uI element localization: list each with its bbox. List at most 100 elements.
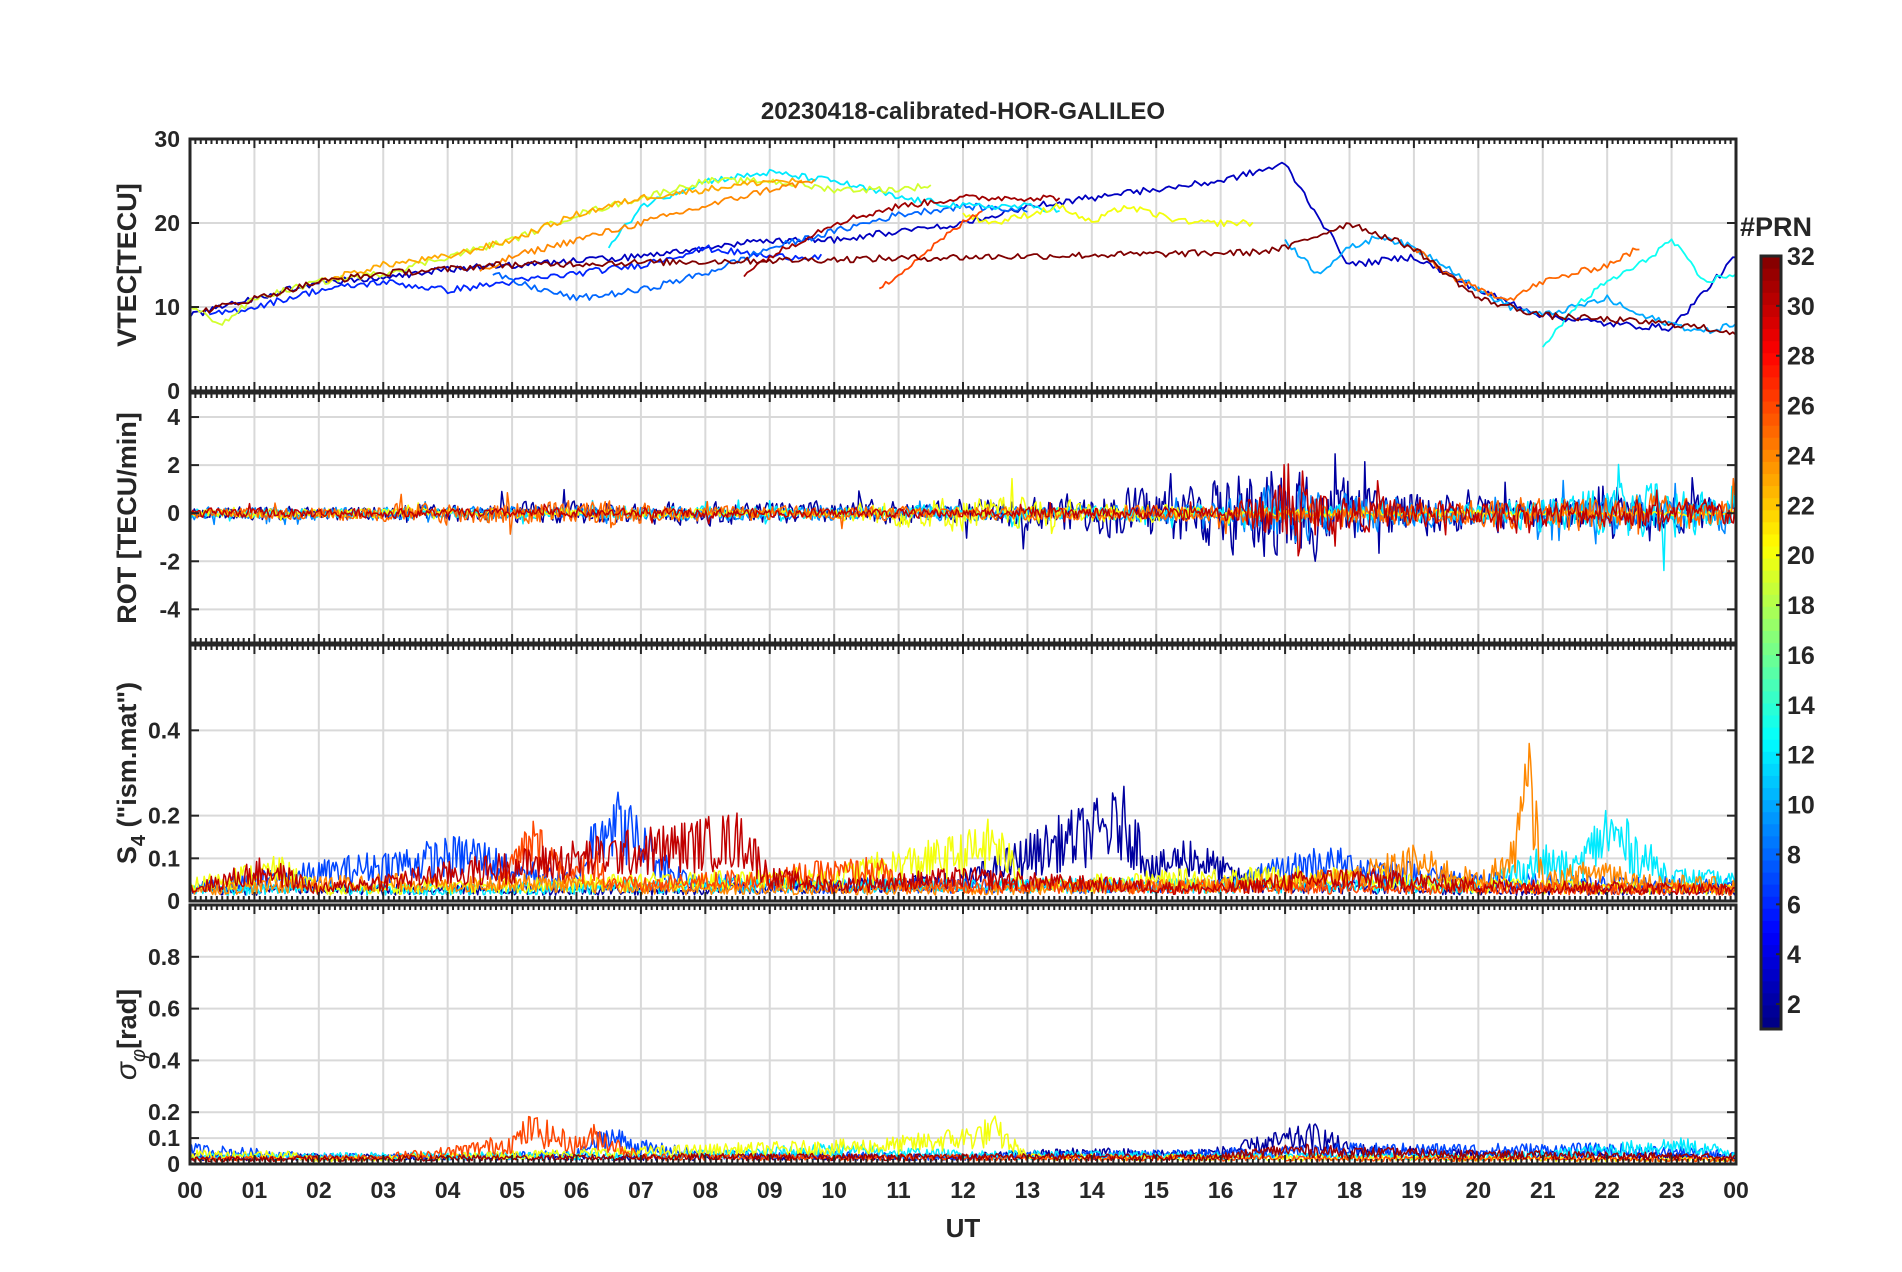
colorbar-segment (1761, 678, 1781, 692)
colorbar-segment (1761, 485, 1781, 499)
colorbar-segment (1761, 714, 1781, 728)
x-tick-label: 17 (1272, 1177, 1298, 1203)
series-prn-23 (318, 177, 803, 284)
colorbar-segment (1761, 1016, 1781, 1030)
colorbar-segment (1761, 739, 1781, 752)
colorbar-segment (1761, 871, 1781, 885)
colorbar-segment (1761, 316, 1781, 330)
x-tick-label: 12 (950, 1177, 976, 1203)
x-tick-label: 05 (499, 1177, 525, 1203)
colorbar-tick-label: 18 (1787, 592, 1815, 620)
colorbar-segment (1761, 920, 1781, 933)
colorbar-segment (1761, 702, 1781, 716)
series-group (190, 161, 1736, 348)
colorbar-segment (1761, 521, 1781, 535)
colorbar-segment (1761, 642, 1781, 656)
colorbar-segment (1761, 437, 1781, 450)
colorbar-segment (1761, 594, 1781, 607)
colorbar-segment (1761, 340, 1781, 354)
colorbar-tick-label: 20 (1787, 542, 1815, 570)
colorbar-segment (1761, 932, 1781, 946)
colorbar-tick-label: 32 (1787, 243, 1815, 271)
colorbar-segment (1761, 497, 1781, 511)
colorbar-segment (1761, 582, 1781, 595)
series-prn-6 (209, 244, 823, 316)
x-tick-label: 20 (1466, 1177, 1492, 1203)
x-tick-label: 15 (1143, 1177, 1169, 1203)
x-tick-label: 14 (1079, 1177, 1105, 1203)
colorbar-segment (1761, 630, 1781, 644)
colorbar-tick-label: 2 (1787, 991, 1801, 1019)
series-prn-31 (743, 193, 1061, 278)
y-tick-label: 30 (154, 126, 180, 152)
colorbar-tick-label: 14 (1787, 692, 1815, 720)
colorbar-segment (1761, 606, 1781, 619)
colorbar-tick-label: 4 (1787, 941, 1801, 969)
colorbar-segment (1761, 835, 1781, 849)
y-tick-label: -4 (160, 596, 181, 622)
y-tick-label: 0.1 (148, 845, 180, 871)
x-tick-label: 21 (1530, 1177, 1556, 1203)
colorbar-segment (1761, 763, 1781, 776)
series-prn-32 (202, 222, 1736, 336)
series-prn-20 (962, 203, 1254, 228)
colorbar-segment (1761, 980, 1781, 994)
chart-title: 20230418-calibrated-HOR-GALILEO (761, 98, 1165, 125)
colorbar-segment (1761, 618, 1781, 632)
series-prn-26 (878, 210, 983, 290)
colorbar-segment (1761, 400, 1781, 414)
y-tick-label: 0.6 (148, 996, 180, 1022)
colorbar-tick-label: 8 (1787, 841, 1801, 869)
y-tick-label: -2 (160, 548, 180, 574)
x-tick-label: 13 (1015, 1177, 1041, 1203)
colorbar-tick-label: 30 (1787, 293, 1815, 321)
colorbar-segment (1761, 944, 1781, 958)
x-tick-label: 00 (1723, 1177, 1749, 1203)
x-tick-label: 04 (435, 1177, 461, 1203)
colorbar-segment (1761, 376, 1781, 390)
y-tick-label: 0.1 (148, 1125, 180, 1151)
colorbar-segment (1761, 256, 1781, 269)
colorbar-label: #PRN (1740, 212, 1812, 242)
colorbar-segment (1761, 956, 1781, 970)
colorbar-tick-label: 6 (1787, 891, 1801, 919)
y-tick-label: 0.4 (148, 717, 180, 743)
colorbar-segment (1761, 473, 1781, 487)
panel-s4: 0 0.1 0.2 0.4S4 ("ism.mat") (112, 643, 1738, 914)
colorbar-tick-label: 26 (1787, 393, 1815, 421)
colorbar-segment (1761, 908, 1781, 921)
colorbar-segment (1761, 884, 1781, 897)
colorbar-segment (1761, 775, 1781, 789)
colorbar-segment (1761, 811, 1781, 825)
series-prn-25 (1413, 247, 1640, 301)
colorbar-segment (1761, 787, 1781, 801)
colorbar-segment (1761, 847, 1781, 861)
colorbar-segment (1761, 666, 1781, 680)
series-prn-26 (498, 820, 1736, 896)
colorbar-segment (1761, 364, 1781, 378)
y-tick-label: 20 (154, 210, 180, 236)
series-group (190, 453, 1736, 572)
y-tick-label: 10 (154, 294, 180, 320)
colorbar-segment (1761, 352, 1781, 366)
colorbar-segment (1761, 992, 1781, 1006)
y-axis-label: S4 ("ism.mat") (112, 682, 150, 864)
colorbar-segment (1761, 328, 1781, 342)
y-tick-label: 0 (167, 378, 180, 404)
colorbar-segment (1761, 896, 1781, 909)
colorbar-segment (1761, 557, 1781, 571)
colorbar-segment (1761, 449, 1781, 462)
series-prn-13 (1542, 238, 1736, 348)
y-tick-label: 0 (167, 888, 180, 914)
y-tick-label: 0.2 (148, 803, 180, 829)
colorbar-tick-label: 12 (1787, 742, 1815, 770)
series-prn-30 (190, 812, 1735, 896)
x-tick-label: 03 (370, 1177, 396, 1203)
colorbar-segment (1761, 304, 1781, 317)
x-axis-label: UT (946, 1213, 981, 1243)
colorbar-segment (1761, 461, 1781, 475)
colorbar-tick-label: 22 (1787, 492, 1815, 520)
x-tick-label: 09 (757, 1177, 783, 1203)
